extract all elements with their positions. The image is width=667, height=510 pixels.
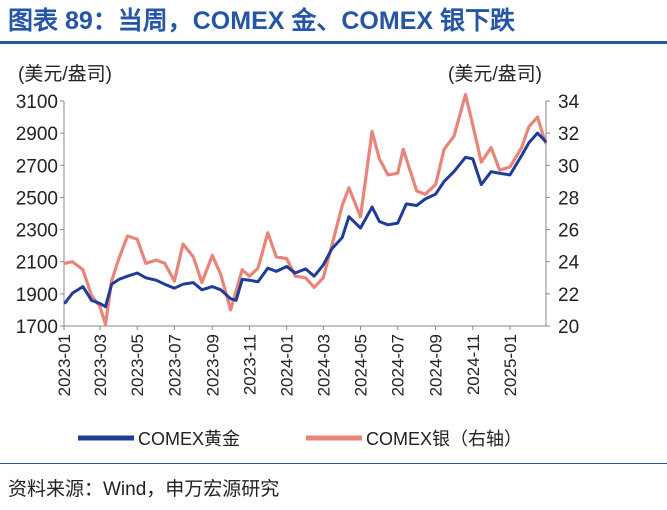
right-axis-unit: (美元/盎司) <box>448 63 542 85</box>
x-tick-label: 2023-01 <box>55 334 74 396</box>
right-tick-label: 30 <box>558 156 579 177</box>
figure-title: 图表 89：当周，COMEX 金、COMEX 银下跌 <box>8 7 515 35</box>
x-tick-label: 2024-09 <box>427 334 446 396</box>
left-tick-label: 2300 <box>16 221 58 242</box>
series-lines <box>63 92 548 326</box>
source-divider <box>0 463 667 464</box>
right-tick-label: 34 <box>558 92 580 113</box>
left-tick-label: 1900 <box>16 285 58 306</box>
legend-silver-label: COMEX银（右轴） <box>366 429 522 449</box>
x-tick-label: 2024-03 <box>314 334 333 396</box>
x-tick-label: 2023-05 <box>128 334 147 396</box>
source-note: 资料来源：Wind，申万宏源研究 <box>8 479 280 500</box>
legend-gold-label: COMEX黄金 <box>138 429 240 449</box>
x-tick-label: 2023-09 <box>203 334 222 396</box>
title-divider <box>0 41 667 44</box>
x-tick-label: 2024-01 <box>278 334 297 396</box>
legend: COMEX黄金 COMEX银（右轴） <box>78 429 522 449</box>
left-tick-label: 1700 <box>16 317 58 338</box>
axes <box>63 101 547 327</box>
right-tick-label: 26 <box>558 221 579 242</box>
dual-axis-line-chart: (美元/盎司) (美元/盎司) 1700 1900 2100 2300 2500 2700… <box>16 63 580 449</box>
silver-price-line <box>63 92 548 326</box>
x-tick-label: 2024-05 <box>352 334 371 396</box>
x-tick-label: 2023-03 <box>91 334 110 396</box>
left-tick-label: 2700 <box>16 156 58 177</box>
x-tick-label: 2024-07 <box>389 334 408 396</box>
x-tick-label: 2025-01 <box>501 334 520 396</box>
x-tick-label: 2024-11 <box>464 334 483 395</box>
right-tick-label: 24 <box>558 253 580 274</box>
right-tick-label: 22 <box>558 285 579 306</box>
left-axis-unit: (美元/盎司) <box>18 63 112 85</box>
x-tick-label: 2023-07 <box>165 334 184 396</box>
left-tick-label: 2100 <box>16 253 58 274</box>
axis-ticks: 1700 1900 2100 2300 2500 2700 2900 3100 20 22 24 26… <box>16 92 580 396</box>
left-tick-label: 2900 <box>16 124 58 145</box>
x-tick-label: 2023-11 <box>240 334 259 395</box>
right-tick-label: 20 <box>558 317 579 338</box>
right-tick-label: 28 <box>558 188 579 209</box>
right-tick-label: 32 <box>558 124 579 145</box>
left-tick-label: 3100 <box>16 92 58 113</box>
left-tick-label: 2500 <box>16 188 58 209</box>
gold-price-line <box>63 131 547 309</box>
